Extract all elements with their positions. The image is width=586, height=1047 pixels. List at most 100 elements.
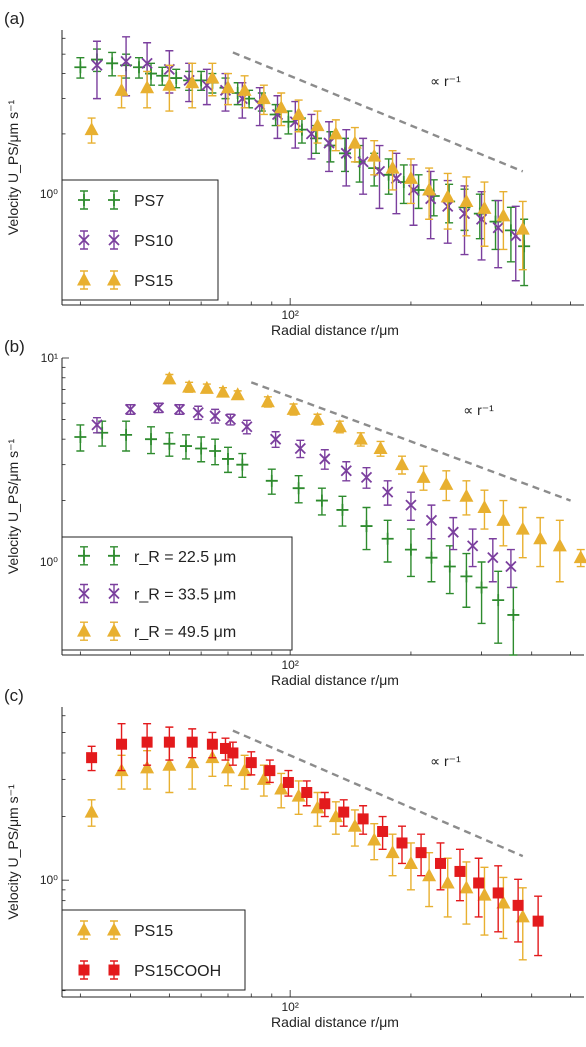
legend-marker xyxy=(77,922,91,936)
data-point xyxy=(492,594,505,607)
error-bar xyxy=(255,87,264,127)
data-point xyxy=(91,419,103,431)
error-bar xyxy=(468,528,477,568)
data-point xyxy=(185,75,200,89)
data-point xyxy=(310,118,325,132)
data-point xyxy=(156,69,169,82)
data-point xyxy=(291,788,306,802)
data-point xyxy=(385,845,400,859)
data-point xyxy=(292,482,305,495)
slope-annotation: ∝ r⁻¹ xyxy=(430,753,461,769)
data-point xyxy=(230,387,245,401)
data-point xyxy=(467,540,479,552)
data-point xyxy=(381,532,394,545)
error-bar xyxy=(509,586,518,656)
data-point xyxy=(206,738,218,750)
data-point xyxy=(492,887,504,899)
x-axis-label: Radial distance r/μm xyxy=(271,1014,399,1030)
reference-line xyxy=(232,51,524,173)
data-point xyxy=(394,457,409,471)
data-point xyxy=(357,813,369,825)
data-point xyxy=(403,170,418,184)
reference-line xyxy=(250,381,572,502)
data-point xyxy=(473,877,485,889)
data-point xyxy=(475,581,488,594)
data-point xyxy=(422,182,437,196)
data-point xyxy=(84,122,99,136)
data-point xyxy=(145,433,158,446)
slope-annotation: ∝ r⁻¹ xyxy=(430,73,461,89)
data-point xyxy=(440,875,455,889)
data-point xyxy=(319,798,331,810)
data-point xyxy=(286,401,301,415)
series-1 xyxy=(84,741,530,961)
data-point xyxy=(385,160,400,174)
chart-panel-2: 10² 10⁰ 10¹ Radial distance r/μm Velocity U_… xyxy=(4,337,586,688)
y-axis-label: Velocity U_PS/μm s⁻¹ xyxy=(5,784,21,920)
reference-line xyxy=(232,729,524,858)
data-point xyxy=(360,471,373,483)
data-point xyxy=(435,857,447,869)
data-point xyxy=(382,486,394,498)
data-point xyxy=(552,538,567,552)
legend-marker xyxy=(108,964,120,976)
legend: PS15 PS15COOH xyxy=(61,909,246,991)
data-point xyxy=(477,499,492,513)
x-tick-label: 10² xyxy=(281,658,298,672)
error-bar xyxy=(342,128,351,187)
error-bar xyxy=(392,152,401,215)
data-point xyxy=(440,189,455,203)
data-point xyxy=(209,410,221,422)
data-point xyxy=(340,465,352,477)
data-point xyxy=(487,552,499,564)
data-point xyxy=(205,70,220,84)
data-point xyxy=(274,100,289,114)
legend-marker xyxy=(108,549,120,562)
data-point xyxy=(291,106,306,120)
data-point xyxy=(415,847,427,859)
data-point xyxy=(347,135,362,149)
data-point xyxy=(504,224,517,237)
data-point xyxy=(124,403,137,416)
data-point xyxy=(224,413,237,426)
legend-marker xyxy=(108,587,120,600)
data-point xyxy=(403,855,418,869)
data-point xyxy=(86,752,98,764)
data-point xyxy=(328,126,343,140)
data-point xyxy=(162,371,177,385)
x-tick-label: 10² xyxy=(281,1000,298,1014)
x-axis-label: Radial distance r/μm xyxy=(271,672,399,688)
data-point xyxy=(221,452,234,465)
error-bar xyxy=(511,205,520,282)
panel-label: (b) xyxy=(4,337,25,356)
data-point xyxy=(163,736,175,748)
data-point xyxy=(141,736,153,748)
data-point xyxy=(323,137,335,149)
data-point xyxy=(173,403,186,416)
data-point xyxy=(518,240,531,253)
data-point xyxy=(195,74,208,87)
data-point xyxy=(357,156,369,168)
data-point xyxy=(162,757,177,771)
legend: PS7 PS10 PS15 xyxy=(61,179,219,301)
data-point xyxy=(209,445,222,458)
data-point xyxy=(515,221,530,235)
y-tick-label: 10¹ xyxy=(41,351,58,365)
data-point xyxy=(141,57,153,69)
data-point xyxy=(106,57,119,70)
error-bar xyxy=(518,887,527,961)
y-tick-label: 10⁰ xyxy=(40,873,58,887)
data-point xyxy=(404,543,417,556)
data-point xyxy=(91,59,103,71)
data-point xyxy=(220,760,235,774)
data-point xyxy=(237,82,252,96)
data-point xyxy=(360,520,373,533)
data-point xyxy=(458,208,471,220)
legend-box xyxy=(61,909,246,991)
data-point xyxy=(533,531,548,545)
data-point xyxy=(377,825,389,837)
legend: r_R = 22.5 μm r_R = 33.5 μm r_R = 49.5 μm xyxy=(61,536,293,651)
legend-marker xyxy=(107,623,121,637)
